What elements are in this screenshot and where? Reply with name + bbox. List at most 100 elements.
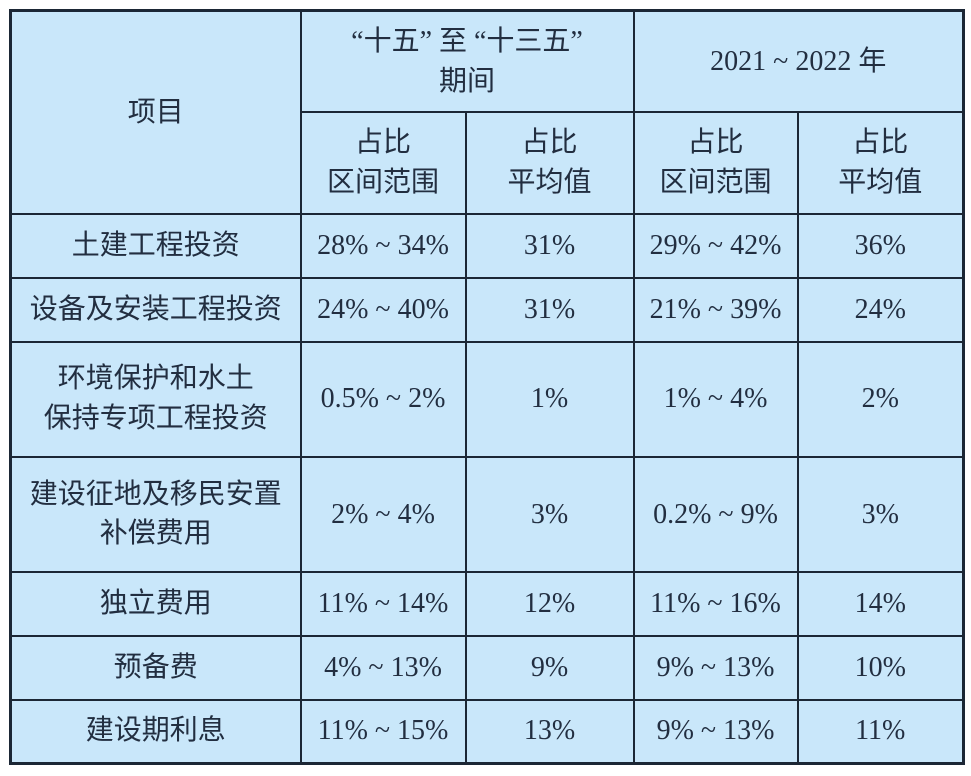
period2-average-value-cell: 36% <box>796 213 965 279</box>
period1-average-value-cell: 12% <box>464 571 635 637</box>
header-period-1-line1: “十五” 至 “十三五” <box>351 25 583 57</box>
period1-range-value-cell-line: 2% ~ 4% <box>331 498 435 530</box>
period2-average-value-cell: 3% <box>796 455 965 574</box>
period2-average-value-cell: 2% <box>796 340 965 458</box>
period2-range-value-cell: 21% ~ 39% <box>632 276 799 343</box>
period2-range-value-cell-line: 0.2% ~ 9% <box>653 498 778 530</box>
period1-average-value-cell-line: 13% <box>523 715 576 747</box>
period2-range-value-cell: 0.2% ~ 9% <box>632 455 799 574</box>
period1-average-value-cell: 1% <box>464 340 635 458</box>
table-row: 预备费 4% ~ 13% 9% 9% ~ 13% 10% <box>9 634 965 701</box>
item-name-cell: 土建工程投资 <box>9 213 302 279</box>
period2-average-value-cell-line: 24% <box>854 293 906 325</box>
header-period2-ratio-range-line2: 区间范围 <box>659 167 772 198</box>
table-body: 土建工程投资 28% ~ 34% 31% 29% ~ 42% 36% 设备及安装工程投资 2… <box>9 213 965 765</box>
period2-range-value-cell: 11% ~ 16% <box>632 571 799 637</box>
table-header: 项目 “十五” 至 “十三五” 期间 2021 ~ 2022 年 占比 区间范围… <box>9 9 965 215</box>
period2-average-value-cell: 10% <box>796 634 965 701</box>
period2-average-value-cell-line: 36% <box>854 230 906 262</box>
period1-average-value-cell-line: 12% <box>523 588 576 620</box>
period1-average-value-cell: 31% <box>464 213 635 279</box>
item-name-cell: 建设征地及移民安置 补偿费用 <box>9 455 302 574</box>
item-name-cell-line: 环境保护和水土 <box>57 363 254 395</box>
period1-average-value-cell: 3% <box>464 455 635 574</box>
item-name-cell-line: 预备费 <box>113 651 198 683</box>
period2-range-value-cell-line: 1% ~ 4% <box>663 383 768 415</box>
period2-average-value-cell: 24% <box>796 276 965 343</box>
period2-average-value-cell-line: 10% <box>854 651 906 683</box>
period1-average-value-cell-line: 31% <box>523 293 576 325</box>
period1-range-value-cell-line: 11% ~ 15% <box>317 715 449 747</box>
investment-ratio-table: 项目 “十五” 至 “十三五” 期间 2021 ~ 2022 年 占比 区间范围… <box>9 9 965 765</box>
period2-average-value-cell-line: 2% <box>861 383 899 415</box>
period2-average-value-cell-line: 3% <box>861 498 899 530</box>
item-name-cell: 环境保护和水土 保持专项工程投资 <box>9 340 302 458</box>
item-name-cell-line: 保持专项工程投资 <box>43 403 268 435</box>
period2-range-value-cell-line: 9% ~ 13% <box>656 651 775 683</box>
period2-range-value-cell: 9% ~ 13% <box>632 698 799 765</box>
period1-average-value-cell: 9% <box>464 634 635 701</box>
item-name-cell: 设备及安装工程投资 <box>9 276 302 343</box>
item-name-cell: 建设期利息 <box>9 698 302 765</box>
header-period2-ratio-range: 占比 区间范围 <box>632 111 799 215</box>
item-name-cell-line: 独立费用 <box>99 588 212 620</box>
period2-range-value-cell-line: 29% ~ 42% <box>649 230 782 262</box>
period1-average-value-cell-line: 3% <box>530 498 569 530</box>
period2-average-value-cell-line: 11% <box>855 715 906 747</box>
period1-average-value-cell-line: 9% <box>530 651 569 683</box>
header-period2-ratio-average-line1: 占比 <box>852 127 909 159</box>
period2-range-value-cell-line: 11% ~ 16% <box>650 588 781 620</box>
table-row: 土建工程投资 28% ~ 34% 31% 29% ~ 42% 36% <box>9 213 965 279</box>
table-row: 设备及安装工程投资 24% ~ 40% 31% 21% ~ 39% 24% <box>9 276 965 343</box>
period1-range-value-cell-line: 28% ~ 34% <box>317 230 449 262</box>
period1-range-value-cell-line: 4% ~ 13% <box>324 651 442 683</box>
period1-range-value-cell: 4% ~ 13% <box>299 634 467 701</box>
item-name-cell: 预备费 <box>9 634 302 701</box>
item-name-cell-line: 设备及安装工程投资 <box>29 293 282 325</box>
header-period2-ratio-range-line1: 占比 <box>687 127 744 159</box>
header-period-2-label: 2021 ~ 2022 年 <box>710 45 887 77</box>
header-row-periods: 项目 “十五” 至 “十三五” 期间 2021 ~ 2022 年 <box>9 9 965 215</box>
header-period-1-line2: 期间 <box>438 65 495 97</box>
period2-range-value-cell: 9% ~ 13% <box>632 634 799 701</box>
period2-average-value-cell: 14% <box>796 571 965 637</box>
period2-range-value-cell-line: 9% ~ 13% <box>656 715 775 747</box>
item-name-cell-line: 补偿费用 <box>99 518 212 550</box>
period1-range-value-cell: 24% ~ 40% <box>299 276 467 343</box>
item-name-cell-line: 建设期利息 <box>85 715 226 747</box>
table-row: 建设征地及移民安置 补偿费用 2% ~ 4% 3% 0.2% ~ 9% 3% <box>9 455 965 574</box>
period1-range-value-cell-line: 11% ~ 14% <box>317 588 449 620</box>
period2-average-value-cell: 11% <box>796 698 965 765</box>
header-period1-ratio-range: 占比 区间范围 <box>299 111 467 215</box>
period1-range-value-cell: 28% ~ 34% <box>299 213 467 279</box>
period1-average-value-cell: 13% <box>464 698 635 765</box>
period2-average-value-cell-line: 14% <box>854 588 906 620</box>
header-period1-ratio-average: 占比 平均值 <box>464 111 635 215</box>
period2-range-value-cell: 29% ~ 42% <box>632 213 799 279</box>
item-name-cell-line: 土建工程投资 <box>71 230 240 262</box>
period1-average-value-cell-line: 31% <box>523 230 576 262</box>
table-row: 环境保护和水土 保持专项工程投资 0.5% ~ 2% 1% 1% ~ 4% 2% <box>9 340 965 458</box>
header-period1-ratio-range-line1: 占比 <box>354 127 411 159</box>
header-period-2: 2021 ~ 2022 年 <box>632 9 965 113</box>
period1-range-value-cell: 11% ~ 14% <box>299 571 467 637</box>
period2-range-value-cell-line: 21% ~ 39% <box>649 293 782 325</box>
period2-range-value-cell: 1% ~ 4% <box>632 340 799 458</box>
header-project-label: 项目 <box>127 96 184 128</box>
table-row: 独立费用 11% ~ 14% 12% 11% ~ 16% 14% <box>9 571 965 637</box>
header-period1-ratio-average-line2: 平均值 <box>507 167 592 198</box>
period1-range-value-cell-line: 0.5% ~ 2% <box>320 383 446 415</box>
table-row: 建设期利息 11% ~ 15% 13% 9% ~ 13% 11% <box>9 698 965 765</box>
period1-range-value-cell: 11% ~ 15% <box>299 698 467 765</box>
period1-average-value-cell: 31% <box>464 276 635 343</box>
header-row-measures: 占比 区间范围 占比 平均值 占比 区间范围 占比 平均值 <box>11 111 965 215</box>
header-period-1: “十五” 至 “十三五” 期间 <box>299 9 635 113</box>
header-period2-ratio-average-line2: 平均值 <box>838 167 923 198</box>
period1-range-value-cell: 0.5% ~ 2% <box>299 340 467 458</box>
period1-range-value-cell-line: 24% ~ 40% <box>317 293 449 325</box>
item-name-cell-line: 建设征地及移民安置 <box>29 478 282 510</box>
header-period1-ratio-average-line1: 占比 <box>521 127 578 159</box>
period1-range-value-cell: 2% ~ 4% <box>299 455 467 574</box>
period1-average-value-cell-line: 1% <box>530 383 569 415</box>
item-name-cell: 独立费用 <box>9 571 302 637</box>
